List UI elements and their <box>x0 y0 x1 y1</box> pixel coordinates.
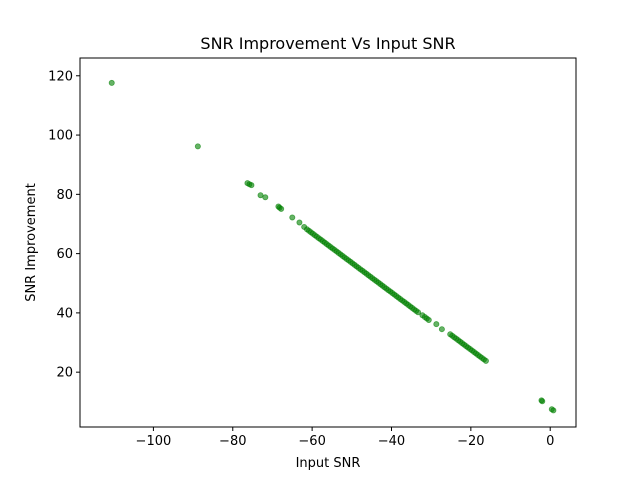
x-tick-label: −80 <box>219 434 246 449</box>
y-axis-label: SNR Improvement <box>24 183 39 302</box>
plot-frame <box>79 57 577 428</box>
chart-title: SNR Improvement Vs Input SNR <box>200 34 455 53</box>
y-tick-label: 80 <box>56 188 73 203</box>
x-tick-label: 0 <box>546 434 554 449</box>
y-tick-label: 40 <box>56 306 73 321</box>
data-point <box>550 407 557 414</box>
x-axis-label: Input SNR <box>296 456 361 471</box>
x-tick-label: −60 <box>298 434 325 449</box>
data-point <box>248 182 255 189</box>
data-point <box>262 194 269 201</box>
data-point <box>438 326 445 333</box>
y-tick-label: 100 <box>48 129 73 144</box>
data-point <box>433 321 440 328</box>
data-points <box>108 79 557 414</box>
data-point <box>415 309 422 316</box>
y-tick-label: 60 <box>56 247 73 262</box>
data-point <box>194 143 201 150</box>
x-tick-label: −20 <box>457 434 484 449</box>
x-tick-label: −100 <box>136 434 172 449</box>
data-point <box>539 398 546 405</box>
x-tick-label: −40 <box>378 434 405 449</box>
data-point <box>108 79 115 86</box>
x-axis-ticks: −100 −80 −60 −40 −20 0 <box>136 427 554 449</box>
y-tick-label: 120 <box>48 69 73 84</box>
data-point <box>296 219 303 226</box>
y-tick-label: 20 <box>56 366 73 381</box>
data-point <box>278 205 285 212</box>
data-point <box>482 357 489 364</box>
data-point <box>289 214 296 221</box>
data-point <box>425 316 432 323</box>
y-axis-ticks: 20 40 60 80 100 120 <box>48 69 80 381</box>
